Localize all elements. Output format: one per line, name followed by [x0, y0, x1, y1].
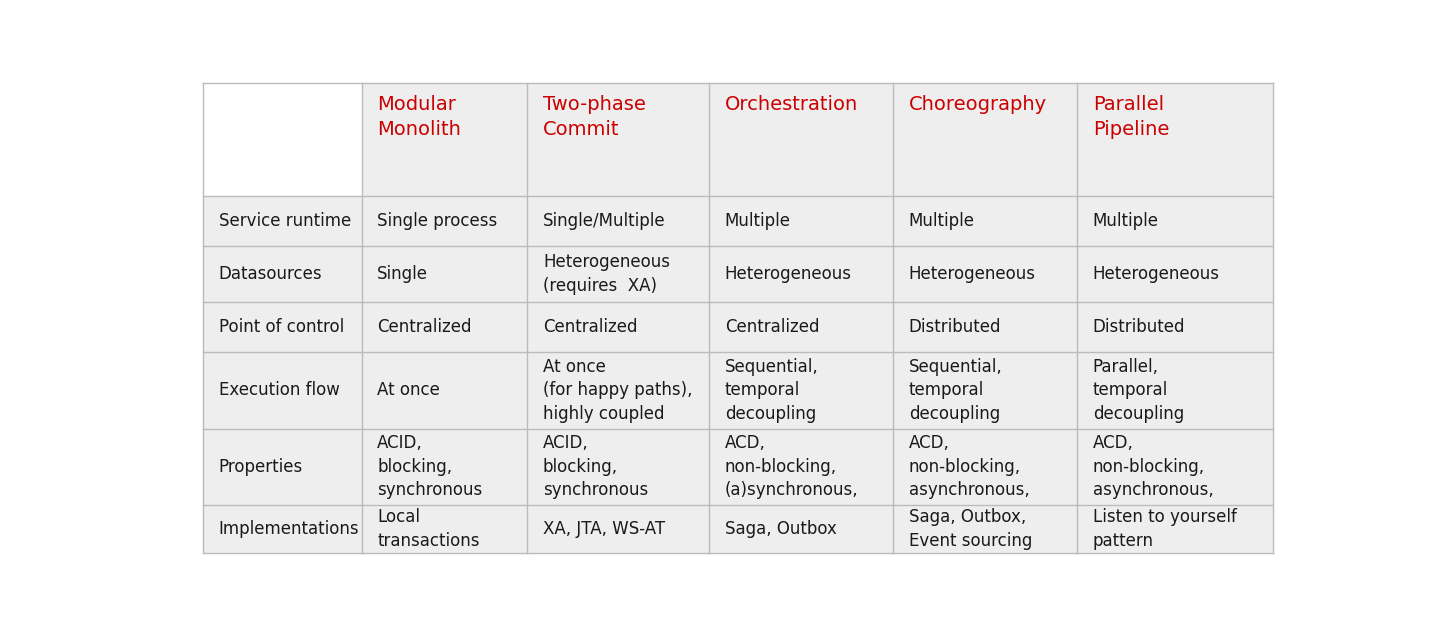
Text: Single/Multiple: Single/Multiple: [543, 212, 665, 230]
Bar: [1077, 83, 1273, 196]
Text: ACID,
blocking,
synchronous: ACID, blocking, synchronous: [377, 434, 482, 500]
Text: Service runtime: Service runtime: [219, 212, 351, 230]
Bar: [893, 83, 1077, 196]
Bar: [527, 352, 708, 428]
Bar: [361, 83, 527, 196]
Bar: [527, 302, 708, 352]
Text: Heterogeneous: Heterogeneous: [909, 265, 1035, 283]
Bar: [893, 246, 1077, 302]
Text: Multiple: Multiple: [1093, 212, 1159, 230]
Bar: [708, 246, 893, 302]
Bar: [893, 302, 1077, 352]
Bar: [1077, 302, 1273, 352]
Bar: [203, 196, 361, 246]
Text: Centralized: Centralized: [543, 318, 638, 336]
Text: Heterogeneous: Heterogeneous: [724, 265, 851, 283]
Text: Sequential,
temporal
decoupling: Sequential, temporal decoupling: [724, 358, 818, 423]
Bar: [1077, 428, 1273, 505]
Bar: [527, 246, 708, 302]
Text: Distributed: Distributed: [909, 318, 1001, 336]
Bar: [361, 246, 527, 302]
Bar: [893, 352, 1077, 428]
Text: ACD,
non-blocking,
asynchronous,: ACD, non-blocking, asynchronous,: [909, 434, 1030, 500]
Bar: [203, 505, 361, 553]
Text: Properties: Properties: [219, 458, 304, 476]
Text: ACD,
non-blocking,
(a)synchronous,: ACD, non-blocking, (a)synchronous,: [724, 434, 858, 500]
Text: Modular
Monolith: Modular Monolith: [377, 95, 461, 139]
Text: Multiple: Multiple: [909, 212, 975, 230]
Text: Multiple: Multiple: [724, 212, 791, 230]
Bar: [893, 196, 1077, 246]
Text: Listen to yourself
pattern: Listen to yourself pattern: [1093, 508, 1237, 550]
Text: Execution flow: Execution flow: [219, 381, 340, 399]
Text: Parallel
Pipeline: Parallel Pipeline: [1093, 95, 1169, 139]
Text: Heterogeneous
(requires  XA): Heterogeneous (requires XA): [543, 253, 670, 295]
Bar: [1077, 246, 1273, 302]
Bar: [361, 302, 527, 352]
Bar: [708, 83, 893, 196]
Text: Choreography: Choreography: [909, 95, 1047, 115]
Bar: [1077, 352, 1273, 428]
Text: Heterogeneous: Heterogeneous: [1093, 265, 1220, 283]
Text: ACID,
blocking,
synchronous: ACID, blocking, synchronous: [543, 434, 648, 500]
Text: Local
transactions: Local transactions: [377, 508, 480, 550]
Bar: [708, 505, 893, 553]
Text: Point of control: Point of control: [219, 318, 344, 336]
Bar: [203, 83, 361, 196]
Bar: [203, 246, 361, 302]
Bar: [361, 505, 527, 553]
Bar: [1077, 505, 1273, 553]
Bar: [361, 196, 527, 246]
Bar: [361, 428, 527, 505]
Bar: [708, 352, 893, 428]
Text: Single process: Single process: [377, 212, 497, 230]
Text: Centralized: Centralized: [377, 318, 472, 336]
Bar: [893, 505, 1077, 553]
Bar: [527, 83, 708, 196]
Text: Centralized: Centralized: [724, 318, 819, 336]
Bar: [361, 352, 527, 428]
Text: ACD,
non-blocking,
asynchronous,: ACD, non-blocking, asynchronous,: [1093, 434, 1214, 500]
Bar: [203, 428, 361, 505]
Bar: [527, 505, 708, 553]
Bar: [203, 352, 361, 428]
Text: Distributed: Distributed: [1093, 318, 1185, 336]
Bar: [708, 428, 893, 505]
Text: At once: At once: [377, 381, 441, 399]
Text: Orchestration: Orchestration: [724, 95, 858, 115]
Bar: [1077, 196, 1273, 246]
Text: XA, JTA, WS-AT: XA, JTA, WS-AT: [543, 520, 665, 538]
Bar: [203, 302, 361, 352]
Text: Saga, Outbox,
Event sourcing: Saga, Outbox, Event sourcing: [909, 508, 1032, 550]
Text: Saga, Outbox: Saga, Outbox: [724, 520, 837, 538]
Text: Single: Single: [377, 265, 428, 283]
Text: Implementations: Implementations: [219, 520, 360, 538]
Bar: [527, 428, 708, 505]
Text: Two-phase
Commit: Two-phase Commit: [543, 95, 645, 139]
Bar: [527, 196, 708, 246]
Text: Datasources: Datasources: [219, 265, 323, 283]
Bar: [708, 302, 893, 352]
Bar: [708, 196, 893, 246]
Text: Sequential,
temporal
decoupling: Sequential, temporal decoupling: [909, 358, 1002, 423]
Text: Parallel,
temporal
decoupling: Parallel, temporal decoupling: [1093, 358, 1184, 423]
Text: At once
(for happy paths),
highly coupled: At once (for happy paths), highly couple…: [543, 358, 693, 423]
Bar: [893, 428, 1077, 505]
